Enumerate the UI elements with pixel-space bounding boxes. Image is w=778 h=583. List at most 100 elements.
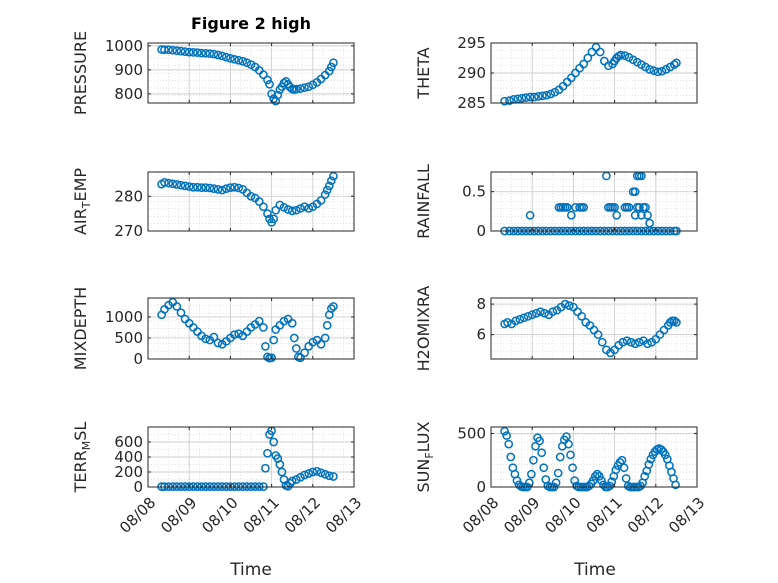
y-tick-label: 800 [114,85,143,103]
data-point [626,337,636,347]
y-tick-label: 270 [114,222,143,240]
data-point [607,477,617,486]
data-point [553,468,563,478]
y-tick-label: 0 [133,350,143,368]
data-point [588,476,598,485]
data-point [300,470,309,480]
data-point [657,66,667,76]
data-point [267,89,276,99]
y-tick-label: 0 [476,222,486,240]
y-axis-label: RAINFALL [414,164,433,239]
data-point [326,62,336,72]
data-point [527,310,537,320]
data-point [234,183,243,193]
data-point [525,210,535,220]
x-tick-label: 08/08 [459,494,502,537]
data-point [275,460,285,469]
data-point [263,209,272,218]
data-point [168,45,178,55]
data-point [560,299,570,309]
data-point [180,47,190,56]
y-axis-label: H2OMIXRA [414,286,433,372]
x-tick-label: 08/12 [281,494,324,537]
data-point [209,49,219,59]
data-point [265,79,274,89]
data-point [592,469,602,479]
data-point [289,333,299,343]
data-point [597,476,606,485]
data-point [618,337,628,347]
y-axis-label: MIXDEPTH [71,287,90,370]
x-tick-label: 08/10 [198,494,241,537]
data-point [160,178,169,187]
data-point [320,333,330,343]
data-point [221,184,231,194]
data-point [205,183,215,193]
data-point [546,89,556,99]
data-point [176,180,186,190]
data-point [226,183,235,192]
data-point [640,471,650,481]
y-axis-label-tail: LUX [414,421,433,452]
data-point [326,176,336,186]
data-point [568,463,577,473]
data-point [234,329,243,339]
data-point [502,431,512,440]
data-point [287,206,297,216]
axes-box [147,42,355,104]
data-point [259,323,268,332]
axes-box [490,297,698,360]
data-point [259,70,268,80]
data-point [316,196,326,205]
data-point [615,458,625,467]
data-point [261,342,270,351]
data-point [324,181,334,191]
data-point [320,469,330,479]
y-axis-label: TERRMSL [71,422,93,494]
data-point [316,339,326,349]
data-point [259,202,268,212]
data-point [548,307,558,317]
data-point [279,78,289,88]
pressure-axes: 800 900 1000 PRESSURE [71,31,355,115]
figure-title: Figure 2 high [191,14,311,33]
x-axis-label-left: Time [229,560,272,580]
y-tick-label: 6 [476,326,486,344]
data-point [630,187,640,197]
data-point [521,93,531,102]
y-axis-label: PRESSURE [71,31,90,115]
mixdepth-axes: 0 500 1000 MIXDEPTH [71,287,355,370]
data-point [515,315,525,324]
data-point [612,210,622,220]
data-point [539,463,549,473]
y-axis-label-subscript: F [423,452,436,458]
data-point [269,437,279,447]
data-point [312,466,322,476]
data-point [634,203,644,212]
data-point [168,179,178,189]
data-point [644,460,654,469]
data-point [617,455,627,465]
x-tick-label: 08/13 [322,494,365,537]
data-point [579,203,589,212]
y-axis-label-main: PRESSURE [71,31,90,115]
y-tick-label: 400 [114,448,143,466]
y-tick-label: 600 [114,433,143,451]
data-point [296,204,305,213]
data-point [653,67,663,77]
data-point [188,48,198,57]
data-point [322,320,332,330]
data-point [624,203,634,212]
data-point [201,183,211,192]
data-point [643,210,652,220]
data-point [641,203,650,212]
data-point [217,185,227,195]
data-point [205,49,215,58]
air-temp-axes: 270 280 AIRTEMP [71,168,355,240]
data-point [649,66,659,75]
data-point [238,56,248,66]
data-point [176,308,186,318]
y-axis-label: THETA [414,47,433,99]
data-point [160,45,169,55]
